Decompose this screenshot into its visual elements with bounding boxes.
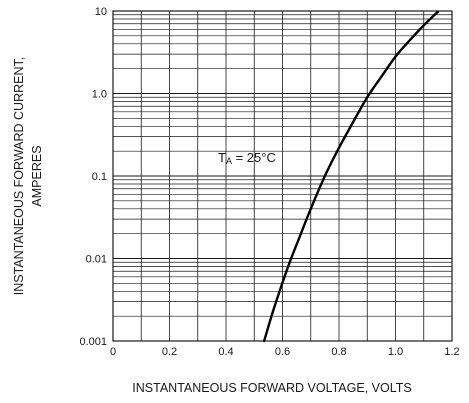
x-tick-label: 1.0 [388, 346, 403, 358]
y-axis-title-line2: AMPERES [30, 145, 44, 206]
x-tick-label: 0.2 [162, 346, 177, 358]
x-tick-label: 0.8 [331, 346, 346, 358]
annotation-prefix: T [218, 150, 226, 165]
x-tick-label: 0.4 [218, 346, 233, 358]
series-line [262, 10, 440, 343]
y-tick-label: 0.001 [79, 336, 107, 348]
y-tick-label: 1.0 [92, 89, 107, 101]
y-tick-label: 0.01 [86, 254, 107, 266]
x-axis-title: INSTANTANEOUS FORWARD VOLTAGE, VOLTS [132, 381, 411, 395]
x-tick-label: 0 [110, 346, 116, 358]
y-tick-label: 0.1 [92, 171, 107, 183]
x-tick-label: 0.6 [275, 346, 290, 358]
curve-layer [262, 10, 440, 343]
annotation-rest: = 25°C [232, 150, 276, 165]
x-tick-label: 1.2 [444, 346, 459, 358]
plot-frame [112, 10, 453, 342]
grid [113, 11, 452, 341]
annotation-subscript: A [226, 156, 232, 166]
y-tick-label: 10 [95, 6, 107, 18]
tick-labels: 0 0.2 0.4 0.6 0.8 1.0 1.2 0.001 0.01 0.1 1.0 10 [79, 6, 459, 358]
annotation-temperature: TA = 25°C [218, 150, 276, 166]
y-axis-title-line1: INSTANTANEOUS FORWARD CURRENT, [12, 57, 26, 295]
